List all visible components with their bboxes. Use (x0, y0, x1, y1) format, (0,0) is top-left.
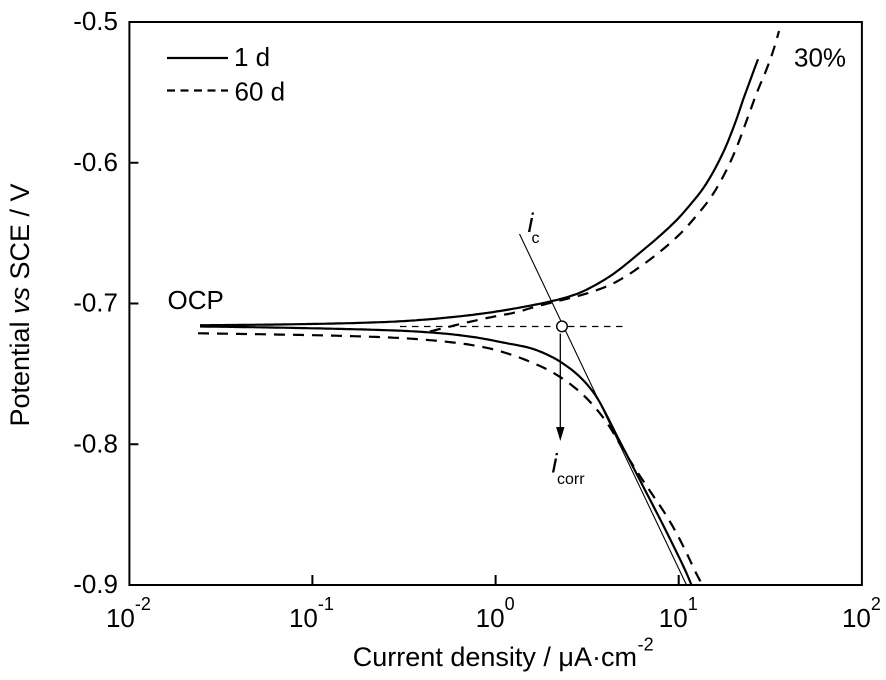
svg-text:Potential vs SCE / V: Potential vs SCE / V (5, 183, 35, 426)
svg-text:2: 2 (871, 594, 881, 614)
svg-text:-0.7: -0.7 (73, 288, 118, 318)
svg-text:1 d: 1 d (234, 42, 270, 72)
svg-text:Current density / μA·cm: Current density / μA·cm (353, 642, 637, 672)
svg-text:30%: 30% (794, 43, 846, 73)
svg-text:10: 10 (476, 603, 505, 633)
svg-text:-0.8: -0.8 (73, 428, 118, 458)
svg-text:c: c (532, 230, 540, 247)
svg-text:10: 10 (106, 603, 135, 633)
svg-text:10: 10 (842, 603, 871, 633)
svg-text:60 d: 60 d (235, 77, 286, 107)
svg-text:i: i (552, 449, 559, 479)
svg-text:-0.6: -0.6 (73, 147, 118, 177)
svg-text:-1: -1 (318, 594, 334, 614)
svg-text:1: 1 (688, 594, 698, 614)
svg-text:-2: -2 (135, 594, 151, 614)
svg-text:-2: -2 (638, 635, 654, 655)
svg-text:OCP: OCP (168, 285, 224, 315)
svg-text:0: 0 (505, 594, 515, 614)
svg-text:10: 10 (289, 603, 318, 633)
svg-text:corr: corr (557, 471, 585, 488)
svg-text:10: 10 (659, 603, 688, 633)
svg-text:i: i (528, 208, 535, 238)
svg-text:-0.9: -0.9 (73, 569, 118, 599)
svg-text:-0.5: -0.5 (73, 6, 118, 36)
